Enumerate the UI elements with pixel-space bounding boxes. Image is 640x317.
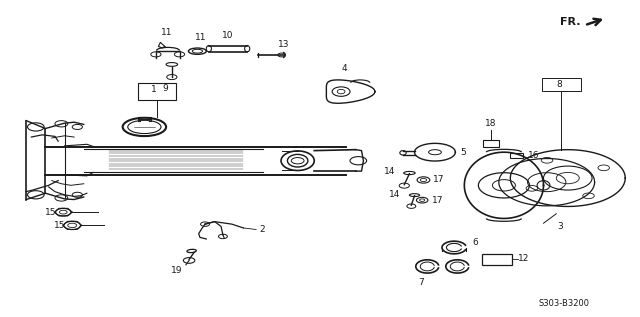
Text: 16: 16 xyxy=(528,151,540,160)
Text: 4: 4 xyxy=(342,64,347,73)
Text: 7: 7 xyxy=(418,278,424,288)
Text: 19: 19 xyxy=(171,266,182,275)
Text: 8: 8 xyxy=(556,80,562,89)
Text: 2: 2 xyxy=(259,225,265,234)
Text: 6: 6 xyxy=(472,238,477,247)
Text: 9: 9 xyxy=(163,84,168,93)
Text: 18: 18 xyxy=(485,119,497,127)
Text: 13: 13 xyxy=(278,40,289,49)
Text: 10: 10 xyxy=(222,31,234,40)
Text: 11: 11 xyxy=(161,28,173,37)
Text: FR.: FR. xyxy=(560,17,580,27)
Bar xyxy=(138,83,176,100)
Text: 5: 5 xyxy=(461,148,467,157)
Text: 17: 17 xyxy=(433,176,445,184)
Text: 15: 15 xyxy=(45,208,57,217)
Text: 1: 1 xyxy=(151,85,157,94)
Bar xyxy=(510,153,523,158)
Text: 14: 14 xyxy=(384,167,396,176)
Text: 15: 15 xyxy=(54,221,66,230)
Text: 3: 3 xyxy=(557,222,563,231)
Text: S303-B3200: S303-B3200 xyxy=(538,299,589,307)
Text: 14: 14 xyxy=(389,190,401,199)
Text: 11: 11 xyxy=(195,33,206,42)
Bar xyxy=(481,255,512,265)
Text: 12: 12 xyxy=(518,254,529,263)
Bar xyxy=(483,140,499,146)
Text: 17: 17 xyxy=(432,196,444,205)
Bar xyxy=(542,78,580,91)
